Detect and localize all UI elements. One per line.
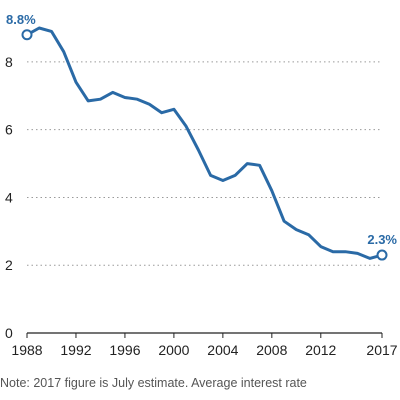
x-tick-label: 1992 <box>60 342 91 358</box>
data-label: 8.8% <box>6 12 36 27</box>
endpoint-marker <box>376 249 388 261</box>
series-line <box>25 26 384 260</box>
y-axis-ticks: 0 2 4 6 8 <box>5 54 13 341</box>
y-tick-label: 2 <box>5 257 13 273</box>
x-tick-label: 2012 <box>305 342 336 358</box>
x-tick-label: 2000 <box>158 342 189 358</box>
endpoint-marker <box>21 29 33 41</box>
line-chart: 0 2 4 6 8 1988 1992 1996 2000 2004 2008 2012 2017 8… <box>5 12 398 358</box>
y-tick-label: 0 <box>5 325 13 341</box>
x-tick-label: 1996 <box>109 342 140 358</box>
x-tick-label: 1988 <box>11 342 42 358</box>
gridlines <box>27 61 382 266</box>
data-label: 2.3% <box>367 232 397 247</box>
x-tick-label: 2008 <box>256 342 287 358</box>
chart-note: Note: 2017 figure is July estimate. Aver… <box>0 376 307 390</box>
annotations: 8.8% 2.3% <box>6 12 397 261</box>
y-tick-label: 8 <box>5 54 13 70</box>
x-axis-ticks: 1988 1992 1996 2000 2004 2008 2012 2017 <box>11 333 398 358</box>
y-tick-label: 6 <box>5 122 13 138</box>
x-tick-label: 2004 <box>207 342 238 358</box>
y-tick-label: 4 <box>5 189 13 205</box>
x-tick-label: 2017 <box>366 342 397 358</box>
